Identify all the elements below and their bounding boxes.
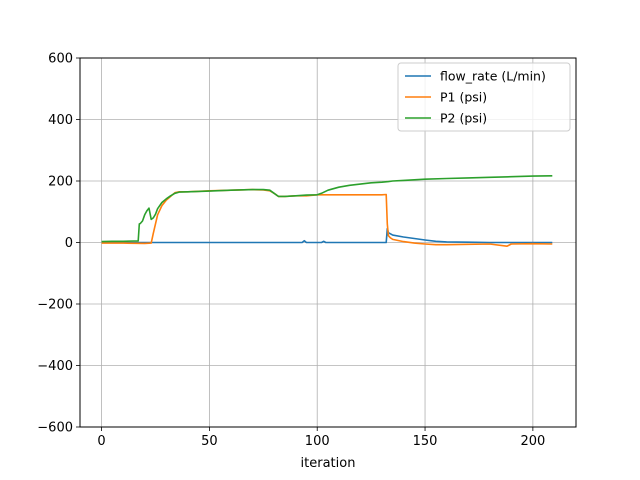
x-tick-label: 150 bbox=[413, 434, 438, 449]
x-tick-label: 50 bbox=[201, 434, 218, 449]
y-tick-label: 600 bbox=[48, 52, 73, 67]
y-tick-label: −600 bbox=[37, 421, 73, 436]
legend-entry: P1 (psi) bbox=[440, 90, 487, 105]
y-tick-label: −200 bbox=[37, 298, 73, 313]
series-group bbox=[101, 175, 553, 247]
legend-entry: flow_rate (L/min) bbox=[440, 69, 546, 84]
series-line-0 bbox=[101, 227, 553, 244]
x-tick-label: 100 bbox=[305, 434, 330, 449]
series-line-2 bbox=[101, 175, 553, 243]
x-tick-label: 0 bbox=[97, 434, 105, 449]
x-axis-label: iteration bbox=[301, 456, 356, 471]
y-tick-label: −400 bbox=[37, 359, 73, 374]
y-tick-label: 0 bbox=[65, 236, 73, 251]
x-tick-label: 200 bbox=[520, 434, 545, 449]
y-tick-label: 200 bbox=[48, 175, 73, 190]
legend-box bbox=[397, 62, 571, 132]
legend-entry: P2 (psi) bbox=[440, 111, 487, 126]
legend: flow_rate (L/min) P1 (psi) P2 (psi) bbox=[397, 62, 571, 132]
ticks: 0 50 100 150 200 −600 −400 −200 0 200 400 600 bbox=[37, 52, 545, 450]
y-tick-label: 400 bbox=[48, 113, 73, 128]
